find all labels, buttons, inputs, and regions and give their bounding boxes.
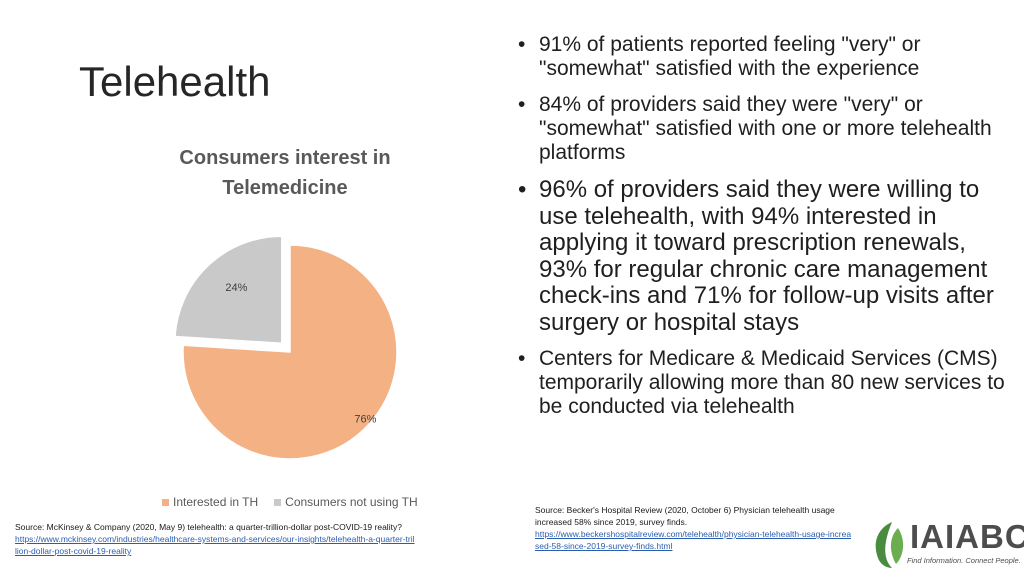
source-mckinsey-text: Source: McKinsey & Company (2020, May 9)…	[15, 522, 402, 532]
logo-tagline: Find Information. Connect People.	[907, 556, 1021, 565]
bullet-list: 91% of patients reported feeling "very" …	[518, 33, 1018, 419]
bullet-item: 91% of patients reported feeling "very" …	[518, 33, 1018, 81]
leaf-icon	[875, 522, 904, 568]
pie-chart: 76% 24%	[174, 235, 398, 460]
pie-slice-interested	[182, 244, 398, 460]
legend-swatch-interested	[162, 498, 169, 506]
source-beckers-text: Source: Becker's Hospital Review (2020, …	[535, 505, 835, 527]
source-mckinsey-link[interactable]: https://www.mckinsey.com/industries/heal…	[15, 534, 415, 556]
chart-title: Consumers interest in Telemedicine	[179, 147, 391, 199]
legend-item-not-using: Consumers not using TH	[274, 495, 418, 509]
pie-slice-not-using	[174, 235, 283, 345]
source-beckers-link[interactable]: https://www.beckershospitalreview.com/te…	[535, 529, 852, 551]
pie-label-interested: 76%	[354, 413, 376, 425]
iaiabc-logo: IAIABC Find Information. Connect People.	[870, 518, 1024, 570]
slide-title: Telehealth	[79, 58, 271, 105]
chart-legend: Interested in TH Consumers not using TH	[162, 495, 418, 509]
legend-swatch-not-using	[274, 498, 282, 506]
bullet-item: Centers for Medicare & Medicaid Services…	[518, 347, 1018, 419]
legend-label-not-using: Consumers not using TH	[285, 495, 418, 509]
legend-label-interested: Interested in TH	[173, 495, 259, 509]
logo-name: IAIABC	[910, 518, 1024, 555]
legend-item-interested: Interested in TH	[162, 495, 258, 509]
source-mckinsey: Source: McKinsey & Company (2020, May 9)…	[15, 521, 415, 557]
source-beckers: Source: Becker's Hospital Review (2020, …	[535, 504, 855, 552]
bullet-item: 84% of providers said they were "very" o…	[518, 93, 1018, 165]
pie-label-not-using: 24%	[225, 282, 247, 294]
bullet-item: 96% of providers said they were willing …	[518, 176, 1018, 337]
